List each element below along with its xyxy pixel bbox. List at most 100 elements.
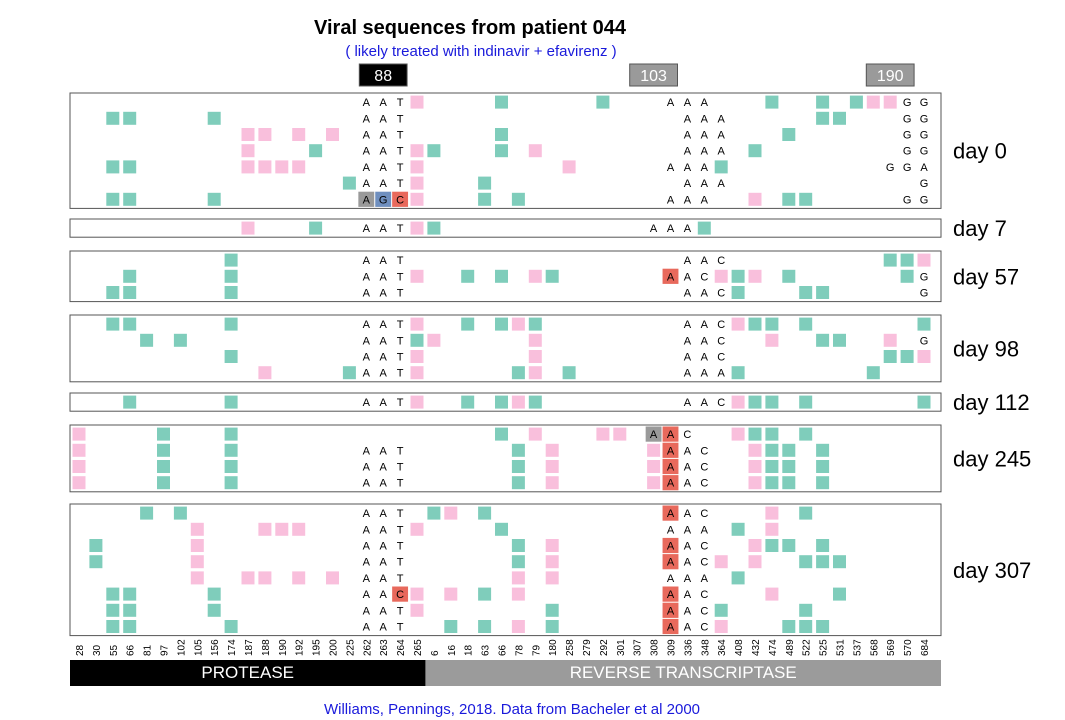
nucleotide-letter: A: [684, 605, 692, 617]
day-label: day 245: [953, 446, 1031, 471]
mutation-square-pink: [190, 571, 204, 585]
nucleotide-letter: A: [684, 541, 692, 553]
position-tick-label: 30: [92, 644, 103, 656]
nucleotide-letter: A: [701, 255, 709, 267]
position-tick-label: 174: [227, 639, 238, 656]
nucleotide-letter: A: [667, 541, 675, 553]
day-label: day 112: [953, 390, 1030, 415]
nucleotide-letter: G: [886, 162, 895, 174]
nucleotide-letter: A: [701, 194, 709, 206]
position-tick-label: 200: [329, 639, 340, 656]
nucleotide-letter: A: [363, 524, 371, 536]
nucleotide-letter: A: [380, 271, 388, 283]
mutation-square-pink: [613, 427, 627, 441]
mutation-square-teal: [478, 506, 492, 520]
codon-header-box: [629, 63, 679, 87]
mutation-square-pink: [258, 160, 272, 174]
mutation-square-teal: [224, 253, 238, 267]
nucleotide-letter: T: [397, 508, 404, 520]
nucleotide-letter: A: [363, 605, 371, 617]
mutation-square-pink: [562, 160, 576, 174]
codon-highlight: [662, 442, 679, 458]
nucleotide-letter: T: [397, 605, 404, 617]
mutation-square-pink: [545, 460, 559, 473]
nucleotide-letter: A: [684, 271, 692, 283]
mutation-square-teal: [123, 192, 137, 206]
mutation-square-teal: [106, 587, 120, 601]
mutation-square-pink: [714, 620, 728, 633]
mutation-square-pink: [545, 443, 559, 457]
nucleotide-letter: A: [380, 335, 388, 347]
mutation-square-teal: [207, 111, 221, 125]
mutation-square-teal: [427, 506, 441, 520]
nucleotide-letter: A: [380, 319, 388, 331]
nucleotide-letter: A: [684, 319, 692, 331]
position-tick-label: 63: [481, 644, 492, 656]
mutation-square-pink: [275, 522, 289, 536]
mutation-square-pink: [258, 128, 272, 141]
mutation-square-teal: [697, 221, 711, 235]
mutation-square-teal: [123, 620, 137, 633]
mutation-square-teal: [782, 460, 796, 473]
nucleotide-letter: A: [701, 130, 709, 142]
mutation-square-teal: [224, 286, 238, 299]
nucleotide-letter: T: [397, 478, 404, 490]
nucleotide-letter: A: [363, 352, 371, 364]
mutation-square-teal: [140, 506, 154, 520]
mutation-square-teal: [917, 317, 931, 331]
nucleotide-letter: A: [684, 255, 692, 267]
mutation-square-pink: [410, 350, 424, 363]
codon-highlight: [662, 602, 679, 618]
mutation-square-teal: [495, 522, 508, 536]
mutation-square-pink: [72, 443, 86, 457]
nucleotide-letter: C: [700, 622, 708, 634]
nucleotide-letter: A: [684, 335, 692, 347]
mutation-square-teal: [495, 395, 508, 409]
mutation-square-teal: [765, 95, 779, 109]
codon-highlight: [662, 268, 679, 284]
mutation-square-teal: [731, 286, 745, 299]
mutation-square-pink: [427, 333, 441, 347]
mutation-square-teal: [883, 350, 897, 363]
nucleotide-letter: G: [920, 146, 929, 158]
nucleotide-letter: A: [667, 162, 675, 174]
mutation-square-pink: [917, 350, 931, 363]
nucleotide-letter: C: [700, 605, 708, 617]
position-axis: 28 30 55 66 81 97 102 105 156 174 187 188 190 192 195 2…: [75, 639, 931, 656]
mutation-square-pink: [72, 476, 86, 490]
position-tick-label: 684: [920, 639, 931, 656]
nucleotide-letter: T: [397, 113, 404, 125]
mutation-square-teal: [782, 539, 796, 552]
position-tick-label: 190: [278, 639, 289, 656]
nucleotide-letter: A: [667, 445, 675, 457]
mutation-square-teal: [511, 476, 525, 490]
nucleotide-letter: A: [701, 573, 709, 585]
gene-bars: PROTEASE REVERSE TRANSCRIPTASE: [70, 660, 941, 686]
mutation-square-pink: [190, 539, 204, 552]
nucleotide-letter: A: [363, 194, 371, 206]
mutation-square-teal: [106, 620, 120, 633]
nucleotide-letter: A: [380, 397, 388, 409]
mutation-square-pink: [748, 443, 762, 457]
mutation-square-pink: [528, 427, 542, 441]
nucleotide-letter: C: [700, 589, 708, 601]
nucleotide-letter: A: [380, 508, 388, 520]
nucleotide-letter: C: [396, 589, 404, 601]
mutation-square-teal: [917, 395, 931, 409]
mutation-square-pink: [410, 144, 424, 158]
codon-highlight: [392, 191, 409, 207]
mutation-square-teal: [782, 443, 796, 457]
nucleotide-letter: A: [701, 352, 709, 364]
mutation-square-pink: [866, 95, 880, 109]
day-panels: day 0A A T A A A G GA A T A A A G GA A T A A A G GA A T A A A G GA A T…: [69, 92, 1031, 637]
mutation-square-pink: [545, 476, 559, 490]
mutation-square-pink: [883, 95, 897, 109]
mutation-square-teal: [528, 395, 542, 409]
panel-frame: [69, 92, 942, 209]
codon-highlight: [662, 618, 679, 635]
nucleotide-letter: A: [684, 288, 692, 300]
nucleotide-letter: A: [380, 255, 388, 267]
mutation-square-teal: [495, 427, 508, 441]
mutation-square-teal: [765, 476, 779, 490]
